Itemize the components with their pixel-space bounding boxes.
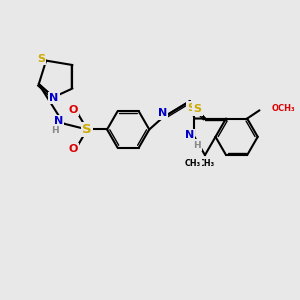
Text: O: O xyxy=(69,144,78,154)
Text: S: S xyxy=(82,123,92,136)
Text: N: N xyxy=(184,130,194,140)
Text: O: O xyxy=(69,105,78,115)
Text: H: H xyxy=(193,140,201,149)
Text: N: N xyxy=(54,116,63,126)
Text: S: S xyxy=(187,103,195,112)
Text: S: S xyxy=(194,104,202,114)
Text: H: H xyxy=(51,126,59,135)
Text: N: N xyxy=(50,93,59,103)
Text: CH₃: CH₃ xyxy=(184,159,201,168)
Text: CH₃: CH₃ xyxy=(198,159,214,168)
Text: N: N xyxy=(158,108,167,118)
Text: OCH₃: OCH₃ xyxy=(272,104,296,113)
Text: S: S xyxy=(37,54,45,64)
